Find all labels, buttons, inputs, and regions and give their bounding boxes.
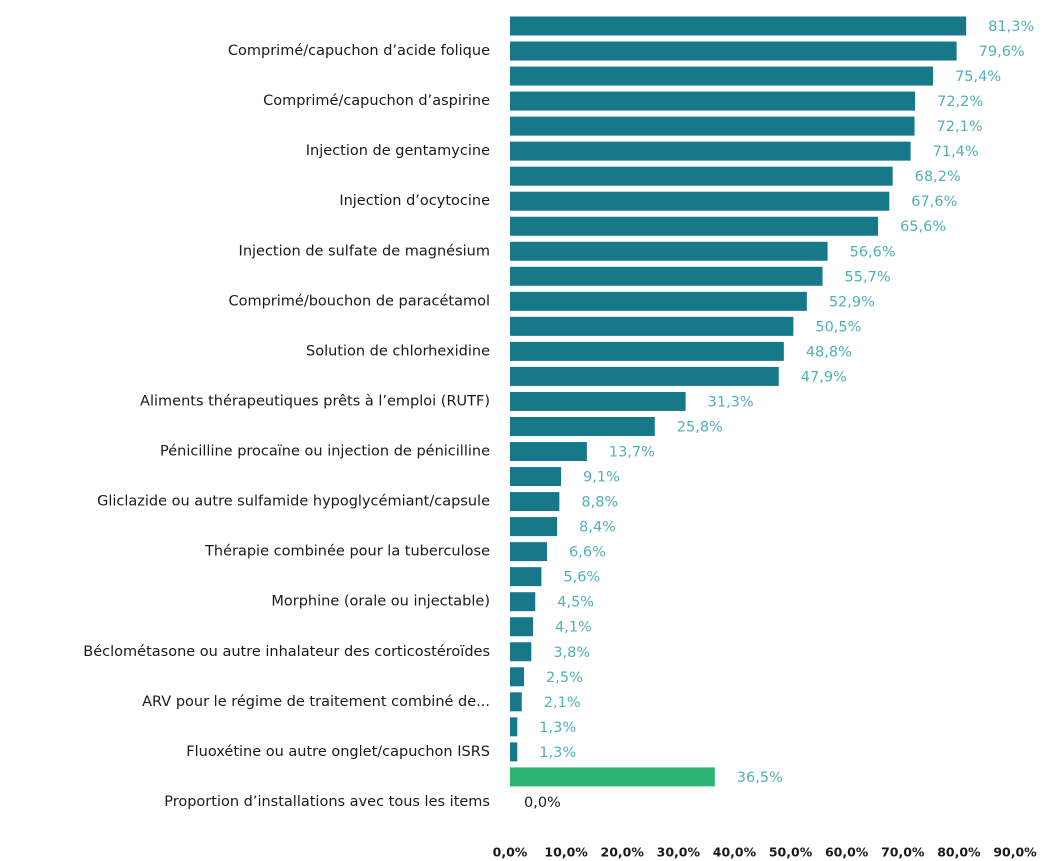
value-label: 1,3% [539,720,576,736]
value-label: 3,8% [553,645,590,661]
value-label: 2,5% [546,670,583,686]
bar [510,717,518,737]
x-tick-label: 30,0% [657,845,701,860]
y-tick-label: Pénicilline procaïne ou injection de pén… [160,444,490,460]
value-label: 48,8% [806,344,852,360]
value-label: 8,8% [581,495,618,511]
bar [510,416,655,436]
value-label: 67,6% [911,194,957,210]
bar [510,517,558,537]
y-tick-label: Proportion d’installations avec tous les… [164,794,490,810]
bar [510,692,522,712]
value-label: 13,7% [609,445,655,461]
bar [510,66,934,86]
bar [510,366,779,386]
value-label: 55,7% [845,269,891,285]
x-tick-label: 90,0% [993,845,1037,860]
value-label: 1,3% [539,745,576,761]
bar [510,642,532,662]
y-tick-label: Fluoxétine ou autre onglet/capuchon ISRS [186,744,490,760]
value-label: 0,0% [524,795,561,811]
y-tick-label: Gliclazide ou autre sulfamide hypoglycém… [97,494,490,510]
value-label: 25,8% [677,419,723,435]
bar [510,617,534,637]
value-label: 65,6% [900,219,946,235]
value-label: 75,4% [955,69,1001,85]
bar [510,166,893,186]
bar [510,542,548,562]
value-label: 2,1% [544,695,581,711]
bar [510,141,911,161]
bar [510,767,715,787]
value-label: 50,5% [815,319,861,335]
value-label: 56,6% [850,244,896,260]
bar [510,742,518,762]
x-tick-label: 50,0% [769,845,813,860]
value-label: 9,1% [583,470,620,486]
y-tick-label: Comprimé/capuchon d’aspirine [263,93,490,109]
y-tick-label: Injection de sulfate de magnésium [239,243,490,259]
bar [510,91,916,111]
value-label: 81,3% [988,19,1034,35]
bar [510,291,807,311]
y-tick-label: ARV pour le régime de traitement combiné… [142,694,490,710]
value-label: 5,6% [563,570,600,586]
x-tick-label: 20,0% [601,845,645,860]
value-label: 47,9% [801,369,847,385]
y-tick-label: Comprimé/bouchon de paracétamol [228,293,490,309]
bar [510,341,784,361]
value-label: 4,5% [557,595,594,611]
value-label: 6,6% [569,545,606,561]
bar [510,316,794,336]
value-label: 8,4% [579,520,616,536]
bar [510,41,957,61]
y-tick-label: Morphine (orale ou injectable) [271,594,490,610]
x-tick-label: 40,0% [713,845,757,860]
bar [510,592,536,612]
y-tick-label: Béclométasone ou autre inhalateur des co… [83,644,490,660]
bar [510,467,562,487]
value-label: 71,4% [933,144,979,160]
value-label: 72,2% [937,94,983,110]
bar [510,191,890,211]
bar [510,567,542,587]
x-tick-label: 60,0% [825,845,869,860]
bar [510,16,967,36]
x-tick-label: 80,0% [937,845,981,860]
y-tick-label: Injection de gentamycine [306,143,490,159]
bar [510,442,587,462]
x-tick-label: 0,0% [493,845,528,860]
y-tick-label: Aliments thérapeutiques prêts à l’emploi… [140,393,490,409]
value-label: 68,2% [915,169,961,185]
x-tick-label: 10,0% [544,845,588,860]
bar [510,667,525,687]
y-tick-label: Solution de chlorhexidine [306,343,490,359]
y-tick-label: Injection d’ocytocine [339,193,490,209]
x-tick-label: 70,0% [881,845,925,860]
bar [510,266,823,286]
bar [510,216,879,236]
value-label: 79,6% [979,44,1025,60]
value-label: 31,3% [708,394,754,410]
bar [510,116,915,136]
value-label: 36,5% [737,770,783,786]
bar [510,492,560,512]
value-label: 52,9% [829,294,875,310]
y-tick-label: Comprimé/capuchon d’acide folique [228,43,490,59]
bar [510,241,828,261]
value-label: 72,1% [937,119,983,135]
value-label: 4,1% [555,620,592,636]
y-tick-label: Thérapie combinée pour la tuberculose [204,544,490,560]
bar [510,391,686,411]
